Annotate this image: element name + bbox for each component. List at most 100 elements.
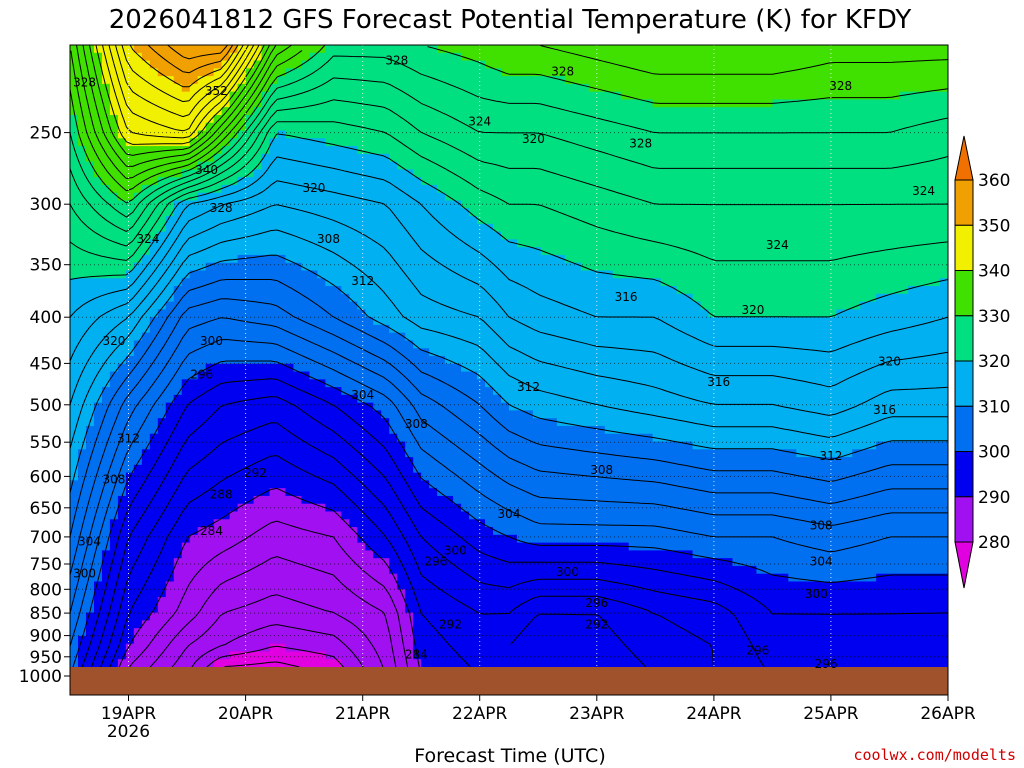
field-cell [445, 589, 454, 598]
field-cell [261, 262, 271, 272]
field-cell [365, 488, 374, 497]
field-cell [389, 519, 398, 528]
field-cell [485, 114, 494, 124]
field-cell [445, 472, 454, 481]
field-cell [157, 231, 167, 240]
field-cell [524, 91, 534, 101]
field-cell [461, 91, 470, 101]
field-cell [125, 114, 135, 124]
field-cell [293, 83, 303, 93]
field-cell [381, 161, 390, 170]
field-cell [501, 192, 510, 202]
field-cell [261, 449, 271, 458]
field-cell [229, 223, 239, 233]
field-cell [141, 332, 151, 342]
field-cell [269, 441, 279, 450]
field-cell [485, 464, 494, 474]
field-cell [141, 146, 151, 155]
field-cell [461, 472, 470, 481]
field-cell [532, 324, 542, 334]
field-cell [165, 138, 175, 147]
field-cell [317, 418, 327, 427]
field-cell [341, 107, 350, 116]
field-cell [437, 418, 446, 427]
field-cell [213, 278, 223, 287]
field-cell [469, 262, 478, 272]
field-cell [269, 83, 279, 93]
field-cell [429, 99, 438, 108]
field-cell [277, 527, 287, 536]
field-cell [277, 83, 287, 93]
field-cell [85, 534, 95, 544]
field-cell [389, 262, 398, 272]
field-cell [93, 138, 103, 147]
field-cell [501, 620, 510, 629]
field-cell [173, 146, 183, 155]
field-cell [197, 425, 207, 435]
field-cell [325, 433, 334, 443]
field-cell [516, 138, 526, 147]
field-cell [485, 550, 494, 559]
field-cell [540, 192, 550, 202]
field-cell [245, 146, 255, 155]
field-cell [269, 301, 279, 310]
field-cell [397, 153, 406, 163]
field-cell [245, 247, 255, 256]
field-cell [237, 68, 247, 77]
field-cell [261, 91, 271, 101]
field-cell [421, 293, 430, 303]
field-cell [93, 441, 103, 450]
field-cell [325, 68, 334, 77]
field-cell [373, 394, 382, 404]
field-cell [357, 558, 366, 567]
field-cell [381, 472, 390, 481]
field-cell [381, 402, 390, 412]
field-cell [461, 635, 470, 645]
field-cell [189, 441, 199, 450]
field-cell [493, 604, 502, 614]
field-cell [70, 534, 79, 544]
field-cell [245, 45, 255, 54]
field-cell [165, 317, 175, 326]
field-cell [93, 317, 103, 326]
field-cell [221, 534, 231, 544]
field-cell [389, 511, 398, 520]
field-cell [133, 52, 143, 62]
field-cell [157, 635, 167, 645]
field-cell [509, 76, 518, 85]
field-cell [101, 433, 111, 443]
field-cell [516, 410, 526, 419]
field-cell [189, 286, 199, 295]
field-cell [77, 293, 87, 303]
field-cell [237, 161, 247, 170]
field-cell [85, 309, 95, 318]
field-cell [317, 597, 327, 606]
field-cell [269, 379, 279, 388]
field-cell [165, 441, 175, 450]
field-cell [357, 394, 366, 404]
field-cell [301, 542, 311, 551]
field-cell [501, 449, 510, 458]
field-cell [293, 169, 303, 178]
field-cell [421, 216, 430, 225]
field-cell [357, 68, 366, 77]
field-cell [125, 394, 135, 404]
field-cell [556, 589, 566, 598]
field-cell [516, 635, 526, 645]
field-cell [357, 254, 366, 264]
field-cell [77, 651, 87, 660]
field-cell [293, 254, 303, 264]
field-cell [381, 169, 390, 178]
field-cell [501, 651, 510, 660]
field-cell [429, 114, 438, 124]
field-cell [317, 659, 327, 668]
field-cell [109, 394, 119, 404]
field-cell [365, 99, 374, 108]
field-cell [365, 340, 374, 349]
field-cell [317, 200, 327, 209]
field-cell [237, 604, 247, 614]
field-cell [301, 449, 311, 458]
field-cell [101, 550, 111, 559]
field-cell [453, 550, 462, 559]
field-cell [261, 558, 271, 567]
